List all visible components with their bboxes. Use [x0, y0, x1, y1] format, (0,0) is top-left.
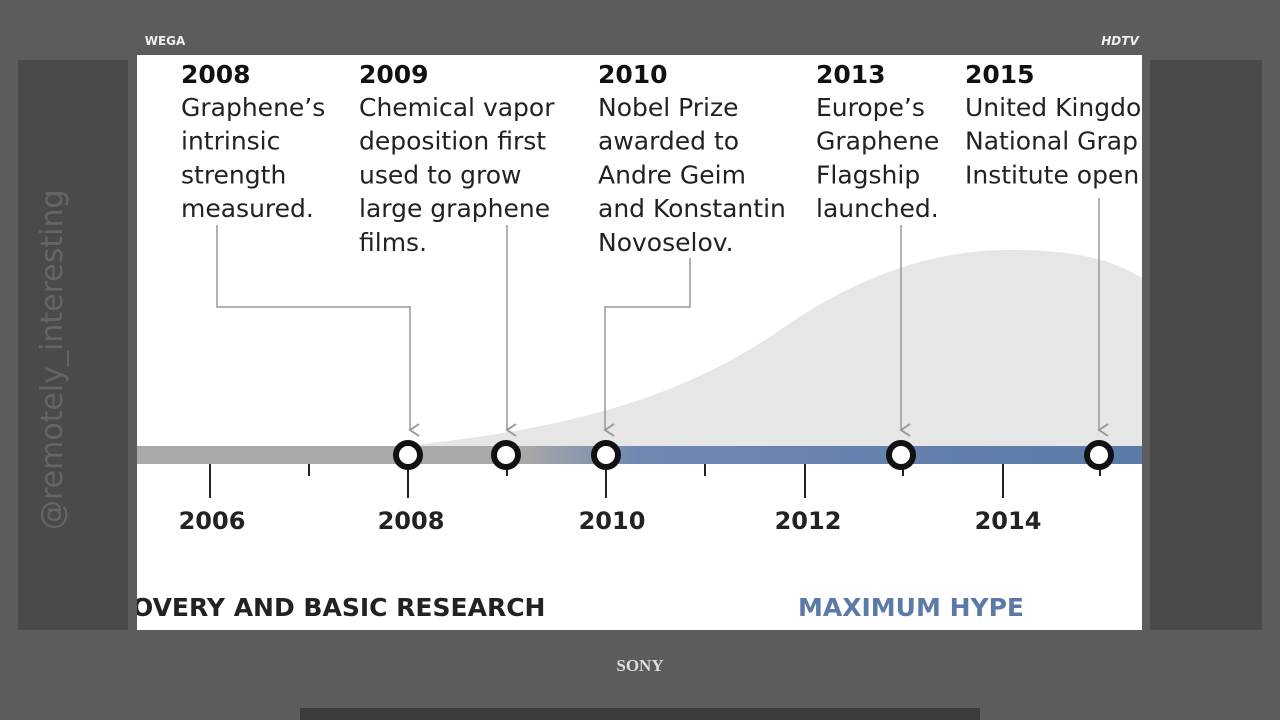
axis-label: 2012	[775, 507, 842, 535]
hype-curve	[300, 250, 1142, 455]
event-marker	[1084, 440, 1114, 470]
event-text: Novoselov.	[598, 228, 734, 257]
event-text: films.	[359, 228, 427, 257]
event-text: Graphene’s	[181, 93, 325, 122]
event-text: Nobel Prize	[598, 93, 739, 122]
event-year: 2010	[598, 60, 668, 89]
event-text: deposition first	[359, 127, 546, 156]
axis-label: 2010	[579, 507, 646, 535]
event-text: Graphene	[816, 127, 939, 156]
event-text: Europe’s	[816, 93, 925, 122]
axis-label: 2014	[975, 507, 1042, 535]
event-text: strength	[181, 160, 286, 189]
watermark: @remotely_interesting	[35, 189, 70, 530]
event-text: launched.	[816, 194, 939, 223]
phase-label: OVERY AND BASIC RESEARCH	[132, 593, 545, 622]
event-marker	[886, 440, 916, 470]
screen: OVERY AND BASIC RESEARCH MAXIMUM HYPE 20…	[132, 55, 1142, 630]
brand: WEGA	[145, 34, 186, 48]
event-text: National Grap	[965, 127, 1138, 156]
event-text: Andre Geim	[598, 160, 746, 189]
event-text: Flagship	[816, 160, 920, 189]
event-marker	[591, 440, 621, 470]
event-text: Chemical vapor	[359, 93, 555, 122]
brand: HDTV	[1101, 34, 1140, 48]
event-year: 2009	[359, 60, 429, 89]
connector	[603, 258, 691, 437]
event-marker	[491, 440, 521, 470]
event-year: 2013	[816, 60, 886, 89]
connector	[216, 225, 420, 437]
tv-base	[300, 708, 980, 720]
event-text: Institute open	[965, 160, 1139, 189]
speaker-right	[1150, 60, 1262, 630]
event-text: and Konstantin	[598, 194, 786, 223]
event-text: awarded to	[598, 127, 739, 156]
speaker-left	[18, 60, 128, 630]
event-text: used to grow	[359, 160, 521, 189]
event-text: United Kingdo	[965, 93, 1141, 122]
event-year: 2015	[965, 60, 1035, 89]
phase-label: MAXIMUM HYPE	[798, 593, 1024, 622]
axis-label: 2008	[378, 507, 445, 535]
event-text: intrinsic	[181, 127, 280, 156]
event-year: 2008	[181, 60, 251, 89]
event-text: large graphene	[359, 194, 550, 223]
event-marker	[393, 440, 423, 470]
timeline-bar	[137, 446, 1142, 464]
brand: SONY	[616, 656, 663, 675]
event-text: measured.	[181, 194, 314, 223]
axis-label: 2006	[179, 507, 246, 535]
